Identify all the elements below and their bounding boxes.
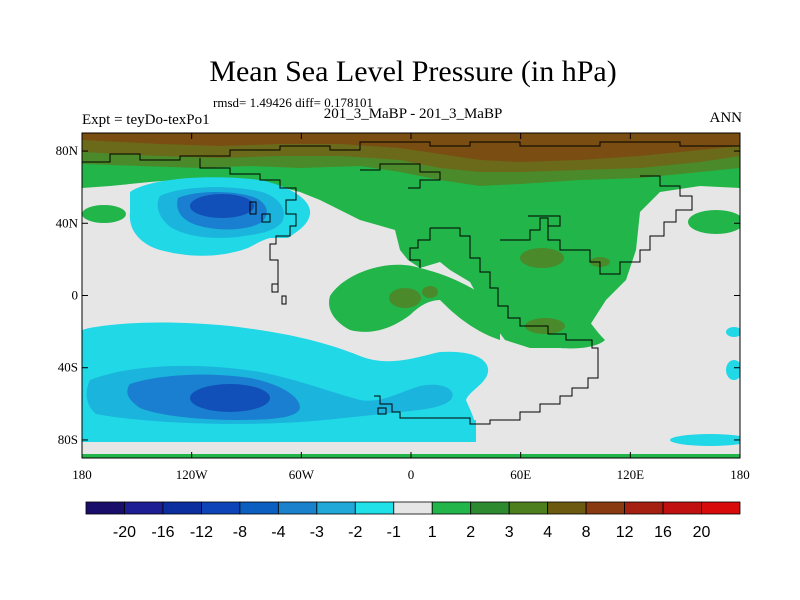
- continent-outlines: [82, 141, 740, 425]
- colorbar-label: 16: [654, 524, 672, 541]
- rmsd-diff-stats: rmsd= 1.49426 diff= 0.178101: [213, 95, 373, 110]
- y-tick-label: 80N: [56, 143, 79, 158]
- colorbar-swatch: [701, 501, 741, 515]
- y-tick-label: 40S: [58, 360, 78, 375]
- central-landmass-outline: [430, 227, 599, 356]
- north-pacific-darkblue-core: [190, 194, 254, 218]
- colorbar-swatch: [624, 501, 664, 515]
- contour-field: [82, 133, 740, 458]
- colorbar-label: -16: [151, 524, 174, 541]
- season-label: ANN: [709, 110, 743, 126]
- colorbar-label: 3: [505, 524, 514, 541]
- colorbar-swatch: [585, 501, 625, 515]
- y-tick-label: 0: [72, 288, 79, 303]
- colorbar-label: 2: [466, 524, 475, 541]
- colorbar: -20 -16 -12 -8 -4 -3 -2 -1 1 2 3 4 8 12 16 20: [85, 501, 741, 541]
- northern-landmass-outline: [82, 141, 740, 163]
- y-axis: 80N 40N 0 40S 80S: [56, 143, 740, 447]
- colorbar-swatch: [277, 501, 318, 515]
- colorbar-label: 4: [543, 524, 552, 541]
- cyan-patch-east: [726, 327, 740, 337]
- colorbar-swatch: [354, 501, 395, 515]
- cyan-patch-east-2: [726, 360, 740, 380]
- colorbar-swatch: [239, 501, 279, 515]
- southern-landmass-outline: [374, 356, 599, 425]
- colorbar-label: -20: [113, 524, 136, 541]
- south-cyan-lower: [82, 420, 476, 442]
- asia-darkgreen-spot: [520, 248, 564, 268]
- colorbar-label: 12: [616, 524, 634, 541]
- west-pacific-green-blob: [688, 210, 740, 234]
- colorbar-swatch: [162, 501, 202, 515]
- colorbar-swatch: [124, 501, 164, 515]
- asia-interior-outline: [528, 215, 561, 227]
- x-tick-label: 60E: [510, 467, 531, 482]
- colorbar-label: -8: [233, 524, 247, 541]
- colorbar-swatch: [393, 501, 433, 515]
- y-tick-label: 40N: [56, 215, 79, 230]
- x-tick-label: 60W: [289, 467, 315, 482]
- x-tick-label: 180: [72, 467, 92, 482]
- colorbar-swatch: [547, 501, 587, 515]
- arctic-brown-band: [82, 133, 740, 162]
- colorbar-swatch: [201, 501, 241, 515]
- colorbar-label: -4: [271, 524, 285, 541]
- north-america-outline: [199, 158, 297, 284]
- colorbar-label: -3: [310, 524, 324, 541]
- colorbar-label: -2: [348, 524, 362, 541]
- colorbar-label: 8: [582, 524, 591, 541]
- colorbar-swatch: [662, 501, 702, 515]
- x-tick-label: 120W: [176, 467, 209, 482]
- colorbar-swatch: [470, 501, 510, 515]
- north-pacific-green-blob: [82, 205, 126, 223]
- colorbar-label: 1: [428, 524, 437, 541]
- colorbar-swatch: [316, 501, 356, 515]
- colorbar-swatch: [85, 501, 125, 515]
- colorbar-swatch: [508, 501, 549, 515]
- experiment-label: Expt = teyDo-texPo1: [82, 112, 210, 128]
- colorbar-label: -12: [190, 524, 213, 541]
- x-tick-label: 180: [730, 467, 750, 482]
- cyan-patch-south-east: [670, 434, 740, 446]
- comparison-label: 201_3_MaBP - 201_3_MaBP: [323, 106, 503, 122]
- south-darkblue-core: [190, 384, 270, 412]
- cyan-patch-1: [82, 327, 118, 337]
- africa-darkgreen-spot: [389, 288, 421, 308]
- y-tick-label: 80S: [58, 432, 78, 447]
- small-island-outlines: [249, 201, 387, 415]
- colorbar-swatch: [431, 501, 472, 515]
- x-axis: 180 120W 60W 0 60E 120E 180: [72, 133, 750, 482]
- map-title: Mean Sea Level Pressure (in hPa): [209, 55, 617, 88]
- africa-darkgreen-spot-2: [422, 286, 438, 298]
- north-positive-band: [82, 133, 740, 348]
- west-coast-outline: [409, 228, 431, 268]
- x-tick-label: 0: [408, 467, 415, 482]
- x-tick-label: 120E: [617, 467, 645, 482]
- colorbar-label: -1: [387, 524, 401, 541]
- east-asia-outline: [500, 175, 693, 275]
- colorbar-label: 20: [693, 524, 711, 541]
- europe-north-outline: [360, 163, 441, 189]
- cyan-patch-2: [125, 323, 175, 333]
